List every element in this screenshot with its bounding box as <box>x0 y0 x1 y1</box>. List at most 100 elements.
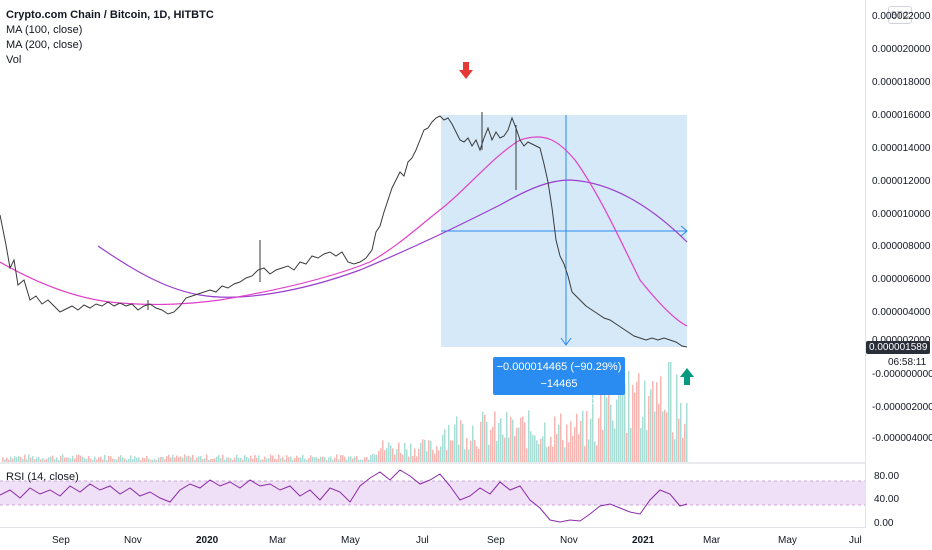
volume-bar <box>144 458 146 462</box>
volume-bar <box>22 459 24 462</box>
volume-bar <box>608 370 610 462</box>
volume-bar <box>620 362 622 462</box>
volume-bar <box>254 454 256 462</box>
price-tick: 0.000010000 <box>872 209 931 220</box>
volume-bar <box>564 447 566 462</box>
volume-bar <box>296 455 298 462</box>
rsi-tick: 80.00 <box>874 471 900 482</box>
volume-bar <box>552 446 554 462</box>
currency-button[interactable]: BTC <box>888 6 912 24</box>
volume-bar <box>246 456 248 462</box>
volume-bar <box>180 456 182 462</box>
time-tick: May <box>778 535 797 546</box>
volume-bar <box>56 457 58 462</box>
measure-v-arrow <box>560 337 572 346</box>
volume-bar <box>90 458 92 462</box>
volume-bar <box>158 457 160 462</box>
price-axis[interactable]: 0.000022000 0.000020000 0.000018000 0.00… <box>866 0 932 529</box>
volume-bar <box>622 390 624 462</box>
rsi-tick: 0.00 <box>874 518 894 529</box>
volume-bar <box>226 457 228 462</box>
volume-bar <box>422 439 424 462</box>
volume-bar <box>540 438 542 462</box>
time-tick: Sep <box>52 535 70 546</box>
volume-bar <box>502 434 504 462</box>
volume-bar <box>654 411 656 462</box>
volume-bar <box>28 454 30 462</box>
volume-bar <box>248 458 250 462</box>
volume-bar <box>294 457 296 462</box>
rsi-legend[interactable]: RSI (14, close) <box>6 471 79 483</box>
volume-bar <box>516 427 518 462</box>
volume-bar <box>430 440 432 462</box>
time-tick: 2020 <box>196 535 219 546</box>
volume-bar <box>488 444 490 462</box>
volume-bar <box>392 448 394 462</box>
volume-bar <box>14 456 16 462</box>
volume-bar <box>162 457 164 462</box>
price-tick: 0.000008000 <box>872 241 931 252</box>
indicator-ma100[interactable]: MA (100, close) <box>6 24 83 36</box>
volume-bar <box>240 457 242 462</box>
volume-bar <box>614 428 616 462</box>
volume-bar <box>42 458 44 462</box>
volume-bar <box>660 376 662 462</box>
volume-bar <box>150 459 152 462</box>
volume-bar <box>638 373 640 462</box>
volume-bar <box>610 404 612 462</box>
volume-bar <box>292 459 294 462</box>
volume-bar <box>628 370 630 462</box>
price-tick: 0.000014000 <box>872 143 931 154</box>
volume-bar <box>300 457 302 462</box>
volume-bar <box>592 383 594 462</box>
volume-bar <box>336 454 338 462</box>
volume-bar <box>384 450 386 462</box>
volume-bar <box>318 458 320 462</box>
volume-bar <box>52 455 54 462</box>
volume-bar <box>372 453 374 462</box>
volume-bar <box>388 442 390 462</box>
volume-bar <box>8 459 10 462</box>
volume-bar <box>78 454 80 462</box>
symbol-title[interactable]: Crypto.com Chain / Bitcoin, 1D, HITBTC <box>6 9 214 21</box>
volume-bar <box>44 459 46 462</box>
volume-bar <box>492 426 494 462</box>
time-tick: Nov <box>560 535 578 546</box>
volume-bars <box>2 362 688 462</box>
volume-bar <box>420 442 422 462</box>
volume-bar <box>652 381 654 462</box>
volume-bar <box>224 459 226 462</box>
volume-bar <box>186 456 188 462</box>
volume-bar <box>202 458 204 462</box>
volume-bar <box>472 425 474 462</box>
volume-bar <box>630 427 632 462</box>
price-tick: 0.000002000 <box>872 335 930 346</box>
volume-bar <box>60 456 62 462</box>
volume-bar <box>682 437 684 462</box>
time-axis[interactable]: Sep Nov 2020 Mar May Jul Sep Nov 2021 Ma… <box>0 528 866 550</box>
volume-bar <box>558 424 560 462</box>
volume-bar <box>510 416 512 462</box>
volume-bar <box>276 459 278 462</box>
volume-bar <box>580 420 582 462</box>
volume-bar <box>486 421 488 462</box>
chart-canvas[interactable] <box>0 0 866 528</box>
volume-bar <box>606 397 608 462</box>
volume-bar <box>368 459 370 462</box>
volume-bar <box>522 416 524 462</box>
time-tick: Jul <box>849 535 862 546</box>
volume-bar <box>46 458 48 462</box>
indicator-ma200[interactable]: MA (200, close) <box>6 39 83 51</box>
volume-bar <box>670 362 672 462</box>
volume-bar <box>500 418 502 462</box>
volume-bar <box>410 443 412 462</box>
volume-bar <box>190 457 192 462</box>
volume-bar <box>526 448 528 462</box>
volume-bar <box>18 456 20 462</box>
volume-bar <box>324 457 326 462</box>
volume-bar <box>482 412 484 462</box>
indicator-vol[interactable]: Vol <box>6 54 22 66</box>
sell-arrow-icon <box>459 62 473 79</box>
volume-bar <box>586 410 588 462</box>
volume-bar <box>642 416 644 462</box>
